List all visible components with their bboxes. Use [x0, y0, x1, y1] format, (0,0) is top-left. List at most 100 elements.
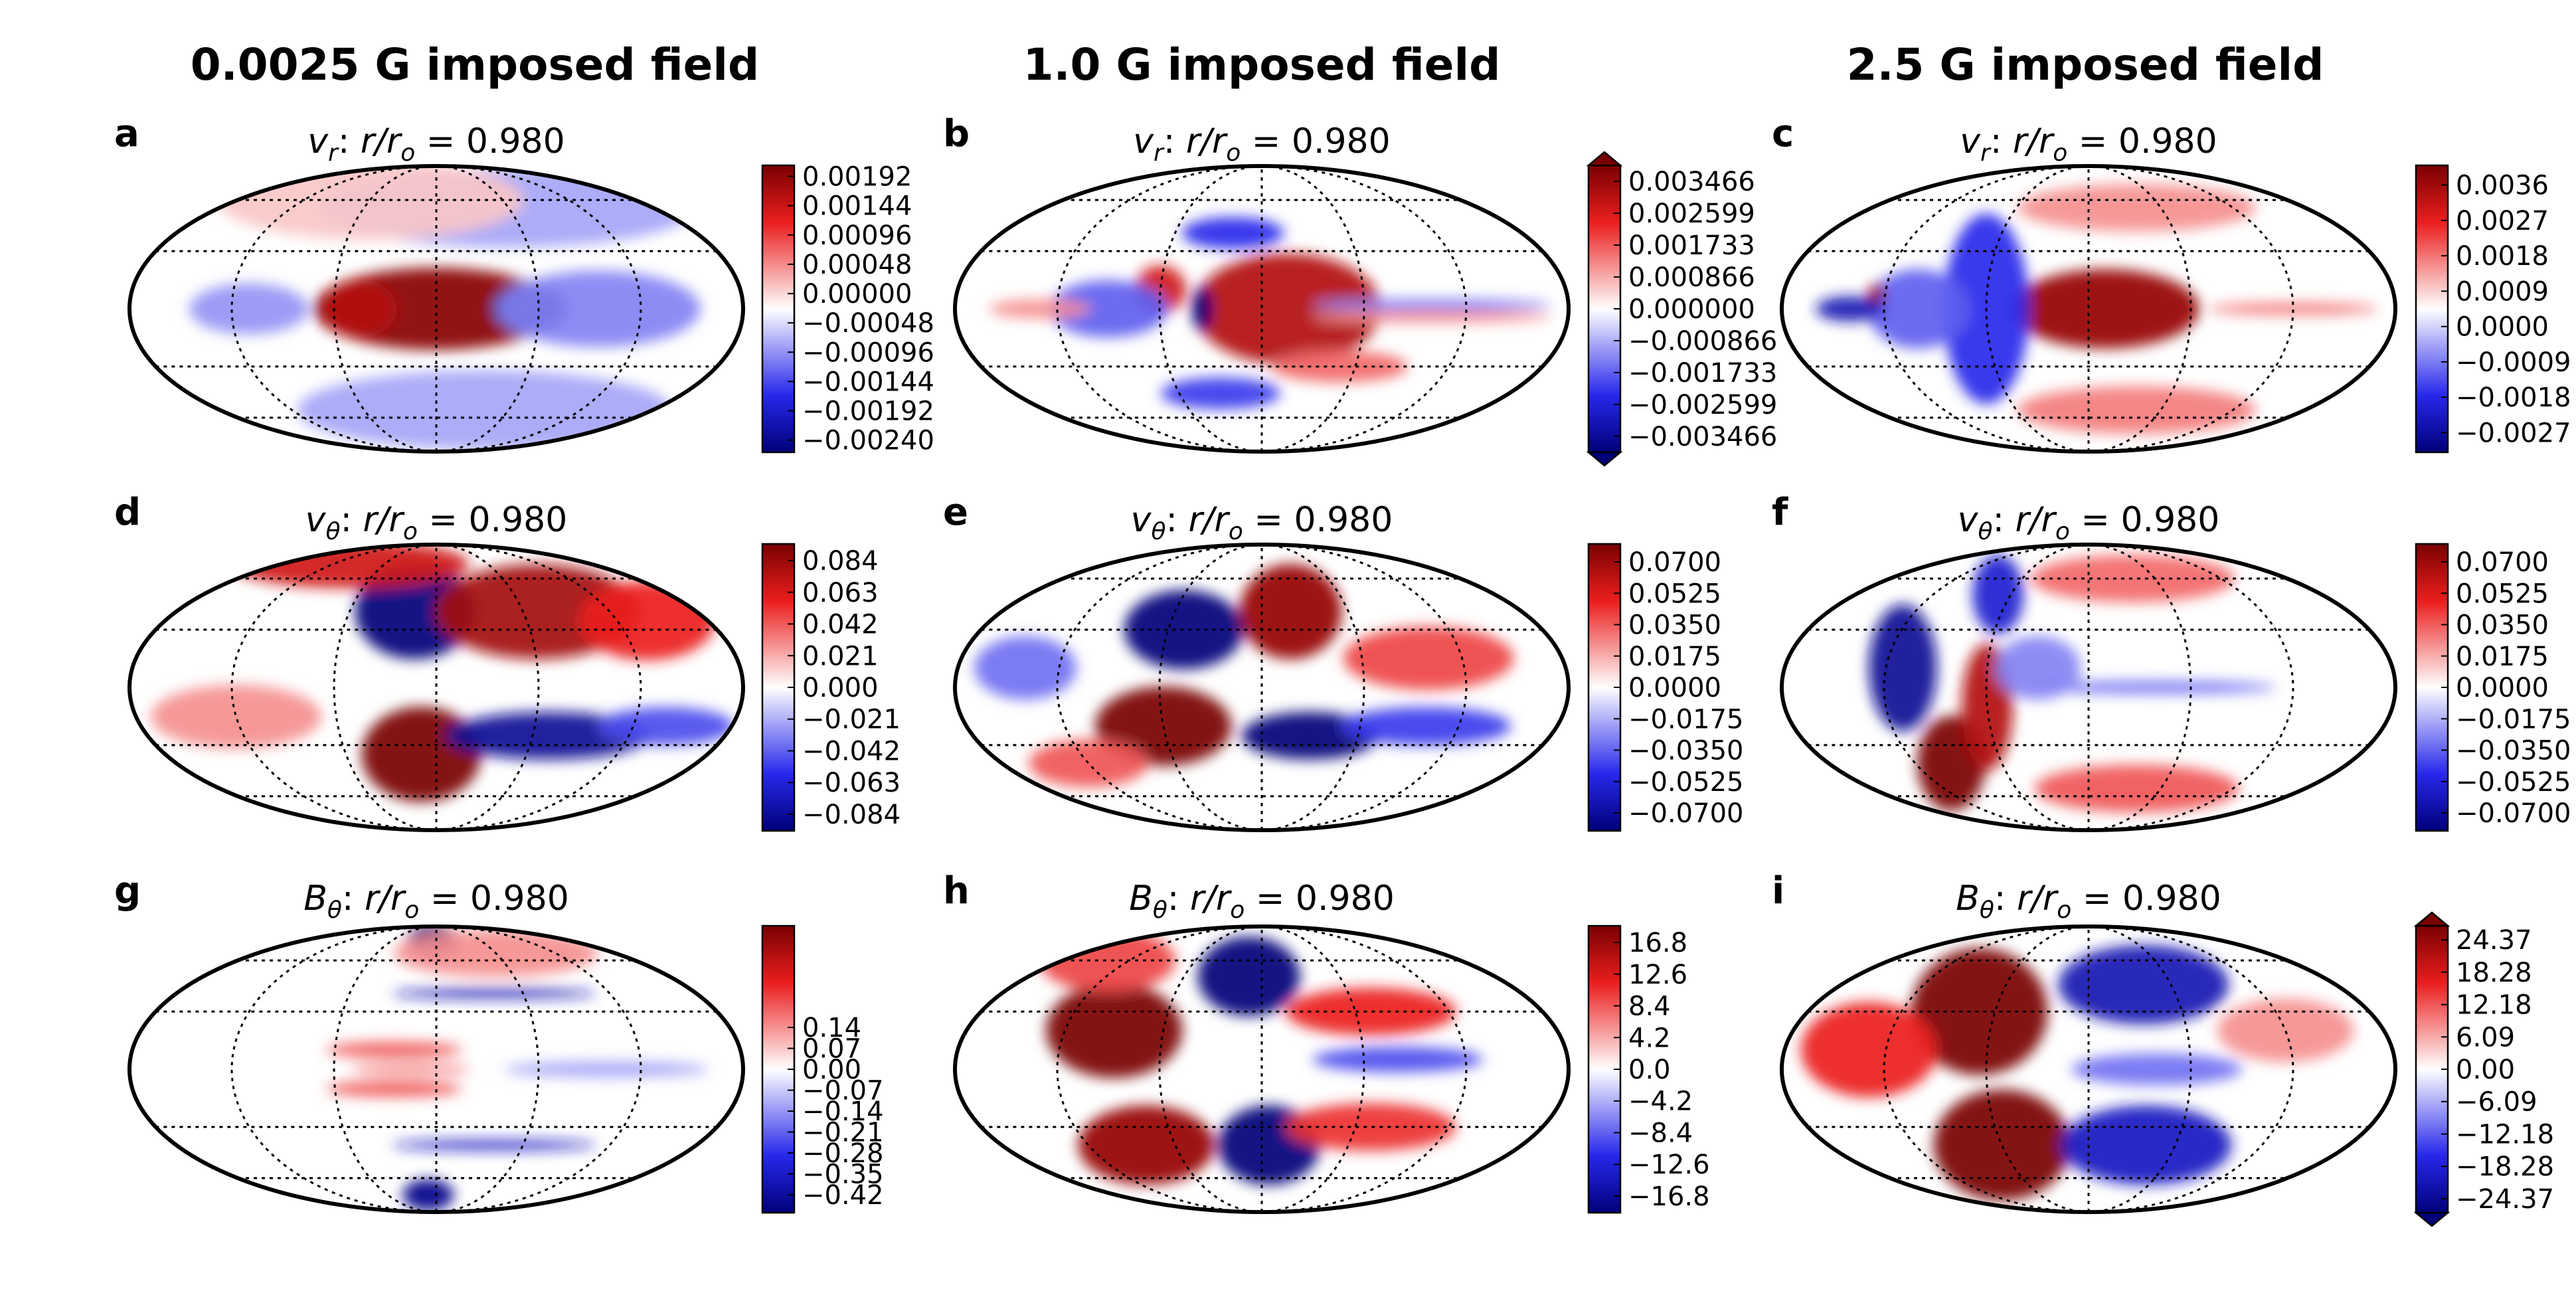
field-blob-a-6	[297, 370, 672, 450]
panel-title-h: Bθ: r/ro = 0.980	[1129, 879, 1395, 924]
meridian-e	[1261, 543, 1365, 832]
field-blob-f-7	[1995, 636, 2081, 700]
colorbar-tick-label-a: 0.00000	[802, 279, 912, 309]
map-outline-a	[128, 164, 745, 454]
map-field-b	[955, 166, 1569, 452]
colorbar-tick-label-i: −18.28	[2456, 1152, 2554, 1182]
map-field-h	[955, 926, 1569, 1212]
colorbar-g: 0.140.070.00−0.07−0.14−0.21−0.28−0.35−0.…	[761, 924, 884, 1214]
colorbar-tick-label-h: 0.0	[1628, 1055, 1671, 1085]
field-blob-i-1	[1933, 1089, 2071, 1201]
colorbar-tick-label-d: 0.063	[802, 578, 879, 608]
meridian-e	[1158, 543, 1262, 832]
panel-title-e: vθ: r/ro = 0.980	[1131, 500, 1393, 545]
column-title-1: 0.0025 G imposed field	[191, 39, 760, 90]
colorbar-tick-label-c: −0.0027	[2456, 418, 2571, 448]
colorbar-tick-label-a: 0.00144	[802, 191, 912, 222]
meridian-h	[1261, 925, 1365, 1213]
panel-b: b vr: r/ro = 0.980 0.0034660.0025990.00173…	[943, 112, 1777, 467]
field-blob-d-5	[598, 707, 734, 746]
field-blob-b-2	[1191, 286, 1213, 331]
colorbar-tick-label-b: −0.000866	[1628, 326, 1777, 357]
colorbar-tick-label-c: 0.0036	[2456, 171, 2549, 201]
panel-title-f: vθ: r/ro = 0.980	[1958, 500, 2220, 545]
colorbar-tick-label-h: 8.4	[1628, 992, 1671, 1022]
map-field-f	[1782, 545, 2395, 830]
map-outline-d	[128, 543, 745, 832]
panel-f: f vθ: r/ro = 0.980 0.07000.05250.03500.017…	[1772, 491, 2571, 832]
panel-title-d: vθ: r/ro = 0.980	[305, 500, 568, 545]
colorbar-tick-label-i: −6.09	[2456, 1087, 2537, 1118]
field-blob-g-0	[325, 1041, 463, 1058]
colorbar-tick-label-a: −0.00048	[802, 308, 934, 339]
field-blob-h-5	[1286, 1103, 1456, 1151]
field-blob-f-2	[1972, 555, 2024, 634]
colorbar-tick-label-f: 0.0700	[2456, 547, 2549, 578]
field-blob-b-4	[1312, 298, 1552, 311]
panel-h: h Bθ: r/ro = 0.980 16.812.68.44.20.0−4.2−8…	[943, 869, 1710, 1214]
meridian-c	[2088, 165, 2192, 453]
meridian-i	[1985, 925, 2089, 1213]
field-blob-e-7	[1029, 739, 1148, 787]
colorbar-extend-bottom-b	[1586, 451, 1623, 467]
colorbar-tick-label-e: 0.0350	[1628, 610, 1721, 641]
field-blob-b-3	[1049, 280, 1168, 337]
map-field-e	[955, 545, 1569, 830]
field-blob-g-7	[504, 1061, 709, 1077]
colorbar-tick-label-c: 0.0027	[2456, 206, 2549, 236]
panel-letter-h: h	[943, 869, 970, 913]
field-blob-c-5	[2017, 386, 2257, 434]
colorbar-extend-top-i	[2413, 911, 2450, 927]
colorbar-tick-label-h: −4.2	[1628, 1087, 1693, 1117]
map-outline-f	[1780, 543, 2397, 832]
field-blob-d-1	[361, 706, 481, 802]
meridian-f	[1985, 543, 2089, 832]
graticule-b	[981, 165, 1543, 453]
meridian-d	[436, 543, 540, 832]
panel-title-c: vr: r/ro = 0.980	[1960, 122, 2217, 167]
meridian-g	[436, 925, 642, 1213]
colorbar-c: 0.0036 0.0027 0.0018 0.0009 0.0000 −0.0009 −0.…	[2415, 164, 2571, 454]
colorbar-tick-label-f: 0.0000	[2456, 673, 2549, 703]
panel-c: c vr: r/ro = 0.980 0.0036 0.0027 0.0018 0.000…	[1772, 112, 2571, 454]
meridian-c	[1985, 165, 2089, 453]
meridian-c	[2088, 165, 2294, 453]
colorbar-tick-label-b: −0.002599	[1628, 390, 1777, 420]
meridian-b	[1158, 165, 1262, 453]
colorbar-fill-c	[2416, 165, 2448, 452]
meridian-a	[436, 165, 642, 453]
colorbar-tick-label-b: 0.002599	[1628, 199, 1755, 229]
colorbar-tick-label-f: 0.0350	[2456, 610, 2549, 641]
colorbar-tick-label-h: 4.2	[1628, 1023, 1671, 1053]
colorbar-tick-label-g: 0.07	[802, 1034, 861, 1065]
field-blob-i-6	[2217, 998, 2354, 1063]
graticule-a	[155, 165, 717, 453]
field-blob-b-0	[1193, 253, 1381, 365]
field-blob-a-3	[495, 270, 701, 347]
colorbar-a: 0.001920.001440.000960.000480.00000−0.00…	[761, 162, 934, 456]
colorbar-tick-label-i: −24.37	[2456, 1184, 2554, 1215]
colorbar-tick-label-f: −0.0175	[2456, 704, 2571, 735]
column-title-3: 2.5 G imposed field	[1847, 39, 2324, 90]
colorbar-f: 0.07000.05250.03500.01750.0000−0.0175−0.…	[2415, 543, 2571, 832]
panel-a: a vr: r/ro = 0.9800.001920.001440.000960.…	[114, 112, 934, 456]
meridian-i	[2088, 925, 2192, 1213]
colorbar-tick-label-d: −0.084	[802, 800, 901, 830]
field-blob-c-6	[2017, 183, 2257, 232]
colorbar-tick-label-e: 0.0700	[1628, 547, 1721, 578]
colorbar-tick-label-c: 0.0018	[2456, 241, 2549, 272]
colorbar-b: 0.0034660.0025990.0017330.0008660.000000…	[1586, 151, 1777, 467]
meridian-h	[1261, 925, 1468, 1213]
colorbar-tick-label-i: 18.28	[2456, 958, 2532, 988]
graticule-i	[1808, 925, 2369, 1213]
meridian-b	[1261, 165, 1365, 453]
panel-letter-g: g	[114, 869, 141, 913]
colorbar-tick-label-e: −0.0525	[1628, 767, 1743, 798]
colorbar-tick-label-b: 0.000000	[1628, 294, 1755, 325]
colorbar-tick-label-h: 16.8	[1628, 928, 1687, 958]
panel-letter-f: f	[1772, 491, 1788, 534]
field-blob-a-1	[322, 280, 397, 337]
field-blob-c-0	[2012, 269, 2199, 349]
colorbar-tick-label-f: −0.0350	[2456, 736, 2571, 766]
colorbar-tick-label-e: −0.0700	[1628, 798, 1743, 829]
